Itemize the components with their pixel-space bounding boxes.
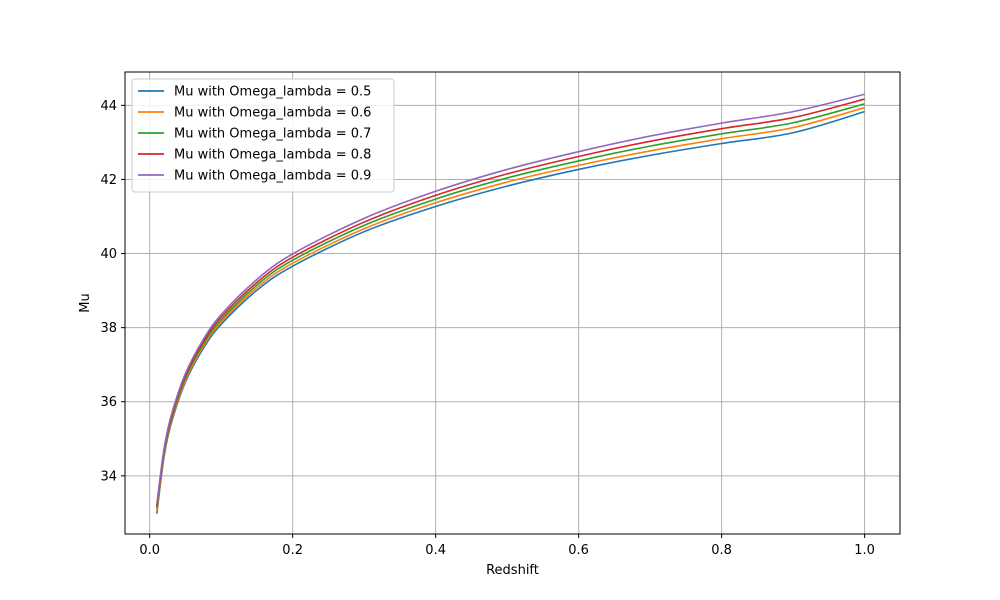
x-tick-label: 0.4	[425, 543, 446, 558]
legend: Mu with Omega_lambda = 0.5 Mu with Omega_…	[131, 78, 395, 193]
legend-label-1: Mu with Omega_lambda = 0.5	[174, 85, 371, 100]
legend-label-2: Mu with Omega_lambda = 0.6	[174, 106, 371, 121]
legend-label-3: Mu with Omega_lambda = 0.7	[174, 127, 371, 142]
y-tick-label: 36	[100, 395, 117, 410]
plot-area-frame	[124, 71, 901, 535]
legend-box	[131, 78, 395, 193]
series-line-5	[156, 93, 865, 505]
series-lines	[156, 93, 865, 514]
y-tick-label: 42	[100, 173, 117, 188]
y-tick-label: 40	[100, 247, 117, 262]
y-tick-label: 34	[100, 469, 117, 484]
x-tick-label: 0.6	[568, 543, 589, 558]
x-axis-label: Redshift	[486, 563, 539, 578]
x-tick-label: 0.2	[282, 543, 303, 558]
y-axis-label: Mu	[78, 293, 93, 312]
grid	[125, 72, 900, 534]
y-tick-label: 38	[100, 321, 117, 336]
y-tick-label: 44	[100, 99, 117, 114]
axis-ticks: 0.0 0.2 0.4 0.6 0.8 1.0 34 36 38 40 42 44	[100, 99, 875, 558]
legend-label-5: Mu with Omega_lambda = 0.9	[174, 169, 371, 184]
x-tick-label: 0.0	[139, 543, 160, 558]
x-tick-label: 0.8	[711, 543, 732, 558]
legend-label-4: Mu with Omega_lambda = 0.8	[174, 148, 371, 163]
x-tick-label: 1.0	[854, 543, 875, 558]
